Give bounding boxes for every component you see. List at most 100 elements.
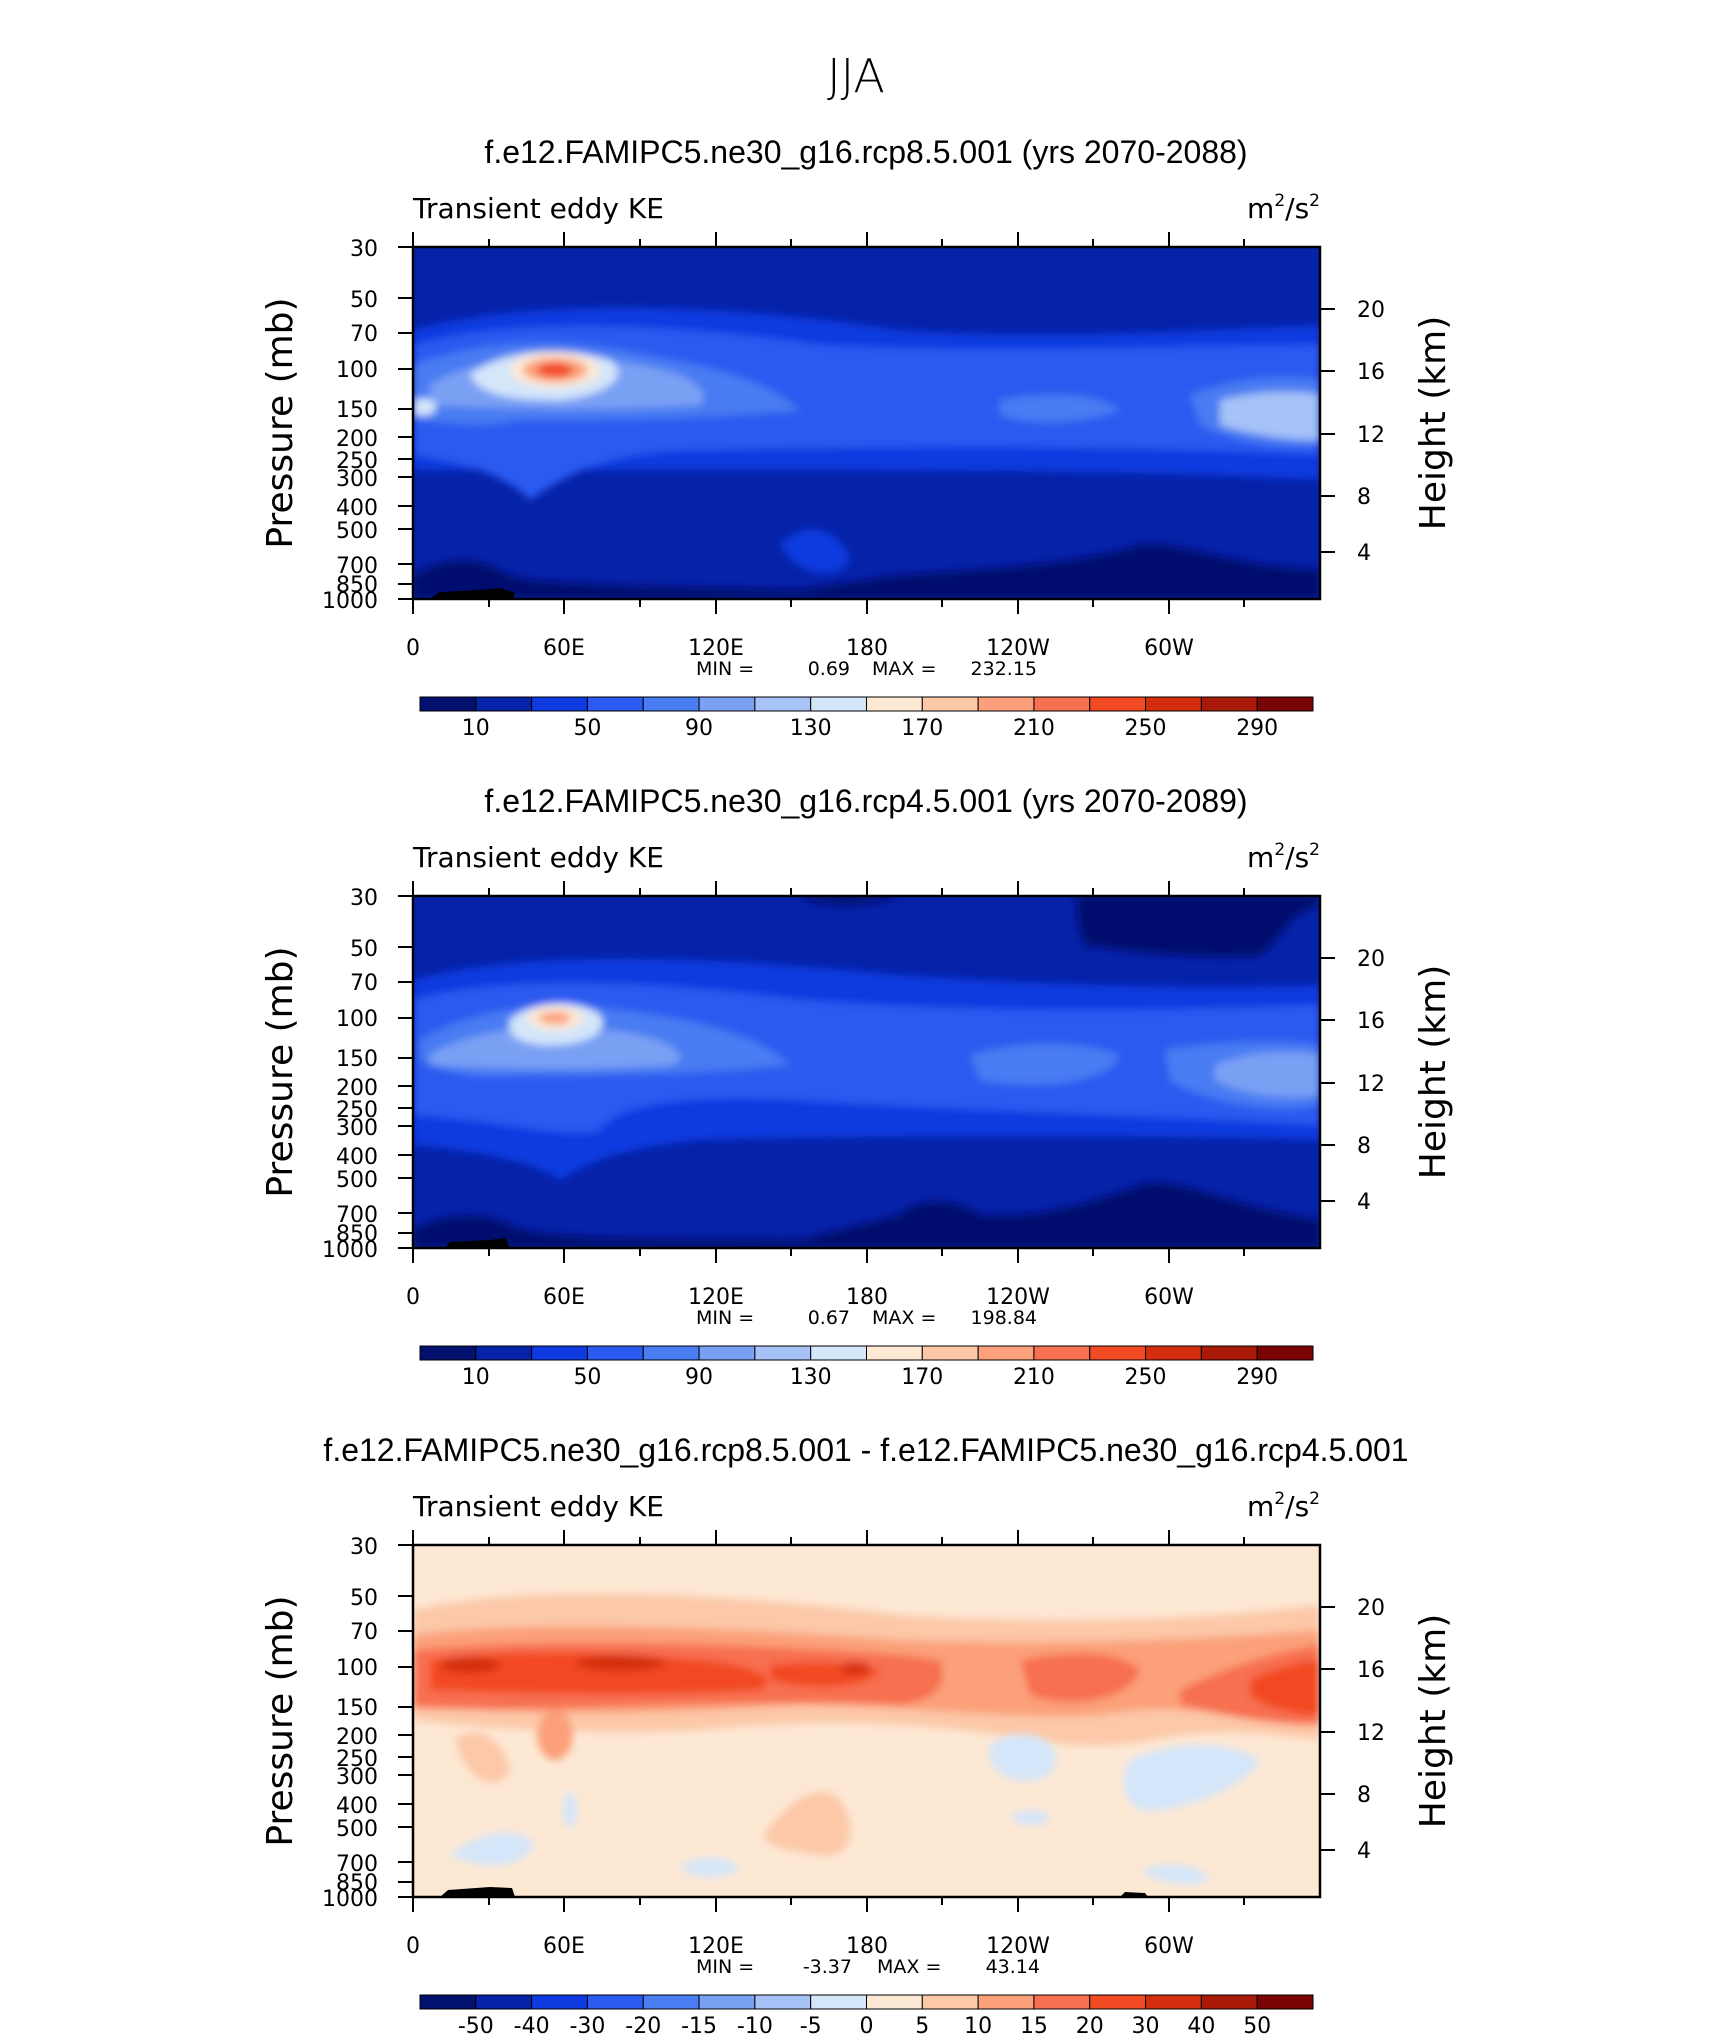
colorbar-label: 15	[1020, 2014, 1048, 2038]
y-tick-label: 250	[336, 1747, 378, 1772]
y-axis-right-label: Height (km)	[1413, 316, 1454, 530]
colorbar-label: 50	[573, 1365, 601, 1390]
colorbar-box	[419, 1994, 477, 2010]
variable-label: Transient eddy KE	[412, 192, 664, 225]
y-axis-label: Pressure (mb)	[260, 946, 301, 1197]
y-tick-label: 30	[350, 1535, 378, 1560]
colorbar-box	[698, 1994, 756, 2010]
height-tick-label: 4	[1357, 1190, 1371, 1215]
y-tick-label: 300	[336, 467, 378, 492]
height-tick-label: 8	[1357, 1783, 1371, 1808]
x-tick-label: 120W	[986, 636, 1050, 661]
min-value: 0.69	[808, 658, 850, 680]
panel-rcp85: f.e12.FAMIPC5.ne30_g16.rcp8.5.001 (yrs 2…	[260, 134, 1454, 741]
y-tick-label: 400	[336, 496, 378, 521]
colorbar-box	[531, 1994, 588, 2010]
y-tick-label: 50	[350, 1586, 378, 1611]
variable-label: Transient eddy KE	[412, 1490, 664, 1523]
units-label: m2/s2	[1247, 840, 1320, 874]
colorbar-box	[1033, 696, 1091, 712]
colorbar-box	[642, 1345, 700, 1361]
colorbar-box	[475, 696, 533, 712]
colorbar-box	[531, 696, 588, 712]
y-tick-label: 200	[336, 1725, 378, 1750]
y-axis-right: 20 16 12 8 4	[1320, 298, 1385, 566]
contour-field	[413, 1545, 1320, 1897]
colorbar-box	[754, 696, 812, 712]
y-tick-label: 70	[350, 1620, 378, 1645]
max-value: 198.84	[971, 1307, 1037, 1329]
x-axis: 0 60E 120E 180 120W 60W	[406, 1530, 1245, 1959]
colorbar-box	[586, 696, 644, 712]
colorbar-box	[754, 1994, 812, 2010]
variable-label: Transient eddy KE	[412, 841, 664, 874]
height-tick-label: 20	[1357, 1596, 1385, 1621]
y-tick-label: 100	[336, 358, 378, 383]
y-tick-label: 500	[336, 1817, 378, 1842]
colorbar-box	[1200, 1994, 1258, 2010]
y-tick-label: 30	[350, 237, 378, 262]
height-tick-label: 4	[1357, 541, 1371, 566]
colorbar-box	[1256, 1345, 1314, 1361]
x-tick-label: 60E	[543, 1934, 585, 1959]
colorbar-label: 290	[1236, 716, 1278, 741]
height-tick-label: 16	[1357, 360, 1385, 385]
colorbar-box	[1200, 696, 1258, 712]
min-value: 0.67	[808, 1307, 850, 1329]
colorbar-box	[642, 696, 700, 712]
colorbar-box	[586, 1345, 644, 1361]
x-tick-label: 120E	[688, 1285, 744, 1310]
colorbar-label: 250	[1125, 716, 1167, 741]
y-axis-left: 30 50 70 100 150 200 250 300 400 500 700…	[322, 886, 413, 1263]
colorbar-label: 50	[573, 716, 601, 741]
height-tick-label: 8	[1357, 1134, 1371, 1159]
colorbar-box	[1256, 696, 1314, 712]
colorbar-label: -30	[569, 2014, 605, 2038]
y-tick-label: 250	[336, 449, 378, 474]
y-axis-right-label: Height (km)	[1413, 1614, 1454, 1828]
y-tick-label: 500	[336, 1168, 378, 1193]
y-tick-label: 50	[350, 288, 378, 313]
height-tick-label: 12	[1357, 1072, 1385, 1097]
colorbar-box	[1145, 1994, 1202, 2010]
colorbar-label: -5	[800, 2014, 822, 2038]
y-tick-label: 850	[336, 1222, 378, 1247]
y-tick-label: 70	[350, 322, 378, 347]
colorbar-label: -15	[681, 2014, 717, 2038]
colorbar-box	[921, 1345, 979, 1361]
y-tick-label: 400	[336, 1145, 378, 1170]
colorbar-label: 170	[901, 716, 943, 741]
y-tick-label: 850	[336, 1871, 378, 1896]
y-tick-label: 850	[336, 573, 378, 598]
colorbar-box	[1089, 696, 1147, 712]
colorbar-label: 170	[901, 1365, 943, 1390]
panel-difference: f.e12.FAMIPC5.ne30_g16.rcp8.5.001 - f.e1…	[260, 1432, 1454, 2038]
height-tick-label: 12	[1357, 423, 1385, 448]
colorbar-label: 10	[462, 716, 490, 741]
colorbar-label: -20	[625, 2014, 661, 2038]
min-value: -3.37	[803, 1956, 852, 1978]
colorbar-box	[866, 1994, 923, 2010]
height-tick-label: 4	[1357, 1839, 1371, 1864]
y-axis-right: 20 16 12 8 4	[1320, 1596, 1385, 1864]
height-tick-label: 16	[1357, 1009, 1385, 1034]
colorbar-label: 5	[915, 2014, 929, 2038]
max-value: 43.14	[986, 1956, 1040, 1978]
max-label: MAX =	[872, 658, 936, 680]
colorbar-box	[419, 1345, 477, 1361]
colorbar-label: -10	[737, 2014, 773, 2038]
colorbar-label: 250	[1125, 1365, 1167, 1390]
y-tick-label: 100	[336, 1656, 378, 1681]
panel-title: f.e12.FAMIPC5.ne30_g16.rcp8.5.001 (yrs 2…	[484, 134, 1247, 170]
height-tick-label: 20	[1357, 298, 1385, 323]
min-max-readout: MIN = 0.67 MAX = 198.84	[696, 1307, 1037, 1329]
x-axis: 0 60E 120E 180 120W 60W	[406, 881, 1245, 1310]
colorbar-box	[977, 696, 1035, 712]
colorbar-box	[1033, 1345, 1091, 1361]
x-tick-label: 120E	[688, 1934, 744, 1959]
y-tick-label: 700	[336, 1852, 378, 1877]
x-tick-label: 180	[846, 636, 888, 661]
colorbar-label: -50	[458, 2014, 494, 2038]
min-max-readout: MIN = -3.37 MAX = 43.14	[696, 1956, 1040, 1978]
y-tick-label: 100	[336, 1007, 378, 1032]
